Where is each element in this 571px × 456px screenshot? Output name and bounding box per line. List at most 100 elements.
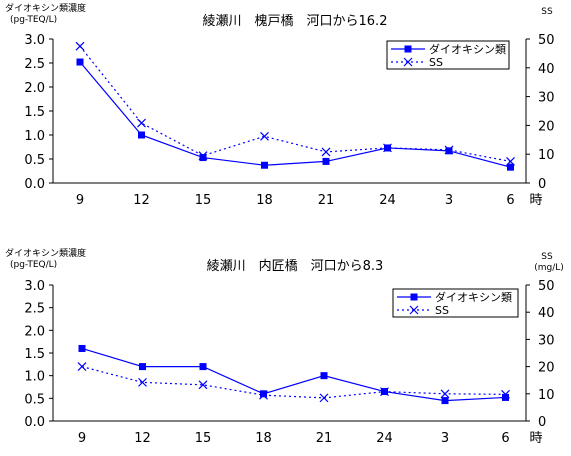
data-point-x	[198, 380, 208, 390]
right-tick-label: 40	[538, 62, 555, 77]
left-axis-label: ダイオキシン類濃度	[5, 2, 86, 14]
left-tick-label: 3.0	[24, 279, 45, 294]
x-tick-label: 15	[195, 193, 212, 208]
data-point-x	[137, 118, 146, 128]
legend-label: SS	[429, 56, 443, 69]
left-tick-label: 0.5	[24, 392, 45, 407]
data-point-x	[319, 393, 329, 403]
x-tick-label: 24	[376, 431, 393, 446]
right-tick-label: 10	[538, 148, 555, 163]
x-tick-label: 21	[316, 431, 333, 446]
right-tick-label: 30	[538, 91, 555, 106]
left-tick-label: 1.0	[24, 370, 45, 385]
x-tick-label: 21	[318, 193, 335, 208]
right-tick-label: 0	[538, 177, 546, 192]
legend-label: ダイオキシン類	[429, 42, 506, 56]
data-point-x	[440, 389, 450, 399]
left-tick-label: 0.0	[24, 415, 45, 430]
right-axis-unit: (mg/L)	[534, 263, 564, 273]
data-point-x	[380, 387, 389, 397]
data-point-square	[78, 344, 86, 352]
data-point-x	[501, 389, 510, 399]
data-point-x	[259, 390, 268, 400]
data-point-square	[76, 58, 84, 66]
data-point-square	[445, 147, 453, 155]
data-point-square	[139, 363, 146, 371]
left-tick-label: 2.0	[24, 324, 45, 339]
x-tick-label: 9	[76, 193, 84, 208]
data-point-x	[77, 362, 87, 372]
series-line-2	[81, 366, 506, 399]
data-point-x	[260, 131, 269, 141]
data-point-square	[260, 390, 267, 398]
series-line-1	[79, 61, 511, 168]
data-point-square	[502, 393, 509, 401]
x-tick-label: 18	[256, 193, 273, 208]
left-tick-label: 0.5	[24, 153, 45, 168]
left-tick-label: 2.0	[24, 81, 45, 96]
x-tick-label: 9	[78, 431, 86, 446]
left-tick-label: 0.0	[24, 177, 45, 192]
right-axis-label: SS	[541, 7, 553, 17]
right-tick-label: 10	[538, 388, 555, 403]
x-axis-unit: 時	[529, 193, 542, 208]
left-tick-label: 1.5	[24, 105, 45, 120]
right-tick-label: 30	[538, 333, 555, 348]
right-tick-label: 20	[538, 119, 555, 134]
legend-label: SS	[435, 304, 449, 317]
chart-title: 綾瀬川 内匠橋 河口から8.3	[207, 258, 384, 274]
legend-label: ダイオキシン類	[435, 290, 512, 304]
data-point-square	[138, 131, 145, 139]
left-tick-label: 2.5	[24, 57, 45, 72]
legend-marker-x	[409, 305, 419, 315]
data-point-x	[444, 145, 454, 155]
x-tick-label: 18	[255, 431, 272, 446]
data-point-x	[138, 377, 147, 387]
chart-2: 綾瀬川 内匠橋 河口から8.3ダイオキシン類濃度(pg-TEQ/L)SS(mg/…	[5, 247, 564, 446]
data-point-square	[320, 372, 328, 380]
data-point-x	[383, 143, 392, 153]
data-point-square	[199, 154, 207, 162]
x-tick-label: 15	[195, 431, 212, 446]
chart-1: 綾瀬川 槐戸橋 河口から16.2 ダイオキシン類濃度(pg-TEQ/L) SS 0.0…	[5, 2, 555, 208]
left-tick-label: 3.0	[24, 33, 45, 48]
data-point-x	[321, 147, 331, 157]
data-point-square	[441, 397, 449, 405]
data-point-x	[198, 151, 208, 161]
right-tick-label: 50	[538, 33, 555, 48]
data-point-square	[261, 161, 268, 169]
left-tick-label: 1.0	[24, 129, 45, 144]
x-tick-label: 3	[441, 431, 449, 446]
data-point-square	[322, 157, 330, 165]
right-tick-label: 0	[538, 415, 546, 430]
right-tick-label: 50	[538, 279, 555, 294]
left-axis-unit: (pg-TEQ/L)	[10, 15, 57, 25]
x-tick-label: 24	[379, 193, 396, 208]
x-axis-unit: 時	[529, 431, 542, 446]
right-tick-label: 40	[538, 306, 555, 321]
legend-marker-square	[410, 293, 418, 301]
data-point-square	[199, 363, 207, 371]
legend-marker-x	[403, 57, 413, 67]
left-axis-unit: (pg-TEQ/L)	[10, 260, 57, 270]
x-tick-label: 3	[445, 193, 453, 208]
series-line-2	[79, 45, 511, 162]
x-tick-label: 12	[133, 193, 150, 208]
left-tick-label: 2.5	[24, 302, 45, 317]
right-axis-label: SS	[541, 252, 553, 262]
data-point-x	[506, 156, 515, 166]
x-tick-label: 6	[506, 193, 514, 208]
right-tick-label: 20	[538, 361, 555, 376]
x-tick-label: 12	[134, 431, 151, 446]
series-line-1	[81, 347, 506, 402]
data-point-x	[75, 41, 85, 51]
legend-marker-square	[404, 45, 412, 53]
left-tick-label: 1.5	[24, 347, 45, 362]
x-tick-label: 6	[501, 431, 509, 446]
data-point-square	[507, 163, 514, 171]
left-axis-label: ダイオキシン類濃度	[5, 247, 86, 259]
chart-title: 綾瀬川 槐戸橋 河口から16.2	[203, 13, 388, 29]
